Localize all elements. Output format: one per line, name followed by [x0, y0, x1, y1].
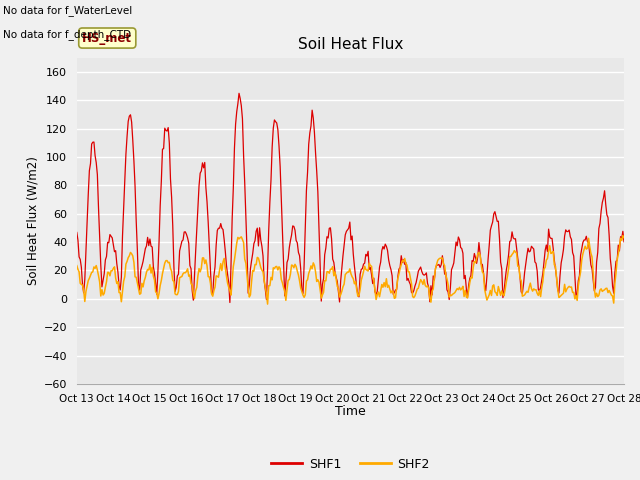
Text: No data for f_WaterLevel: No data for f_WaterLevel [3, 5, 132, 16]
Y-axis label: Soil Heat Flux (W/m2): Soil Heat Flux (W/m2) [26, 156, 40, 285]
X-axis label: Time: Time [335, 405, 366, 418]
Title: Soil Heat Flux: Soil Heat Flux [298, 37, 403, 52]
Text: HS_met: HS_met [83, 32, 132, 45]
Text: No data for f_depth_CTD: No data for f_depth_CTD [3, 29, 131, 40]
Legend: SHF1, SHF2: SHF1, SHF2 [266, 453, 435, 476]
